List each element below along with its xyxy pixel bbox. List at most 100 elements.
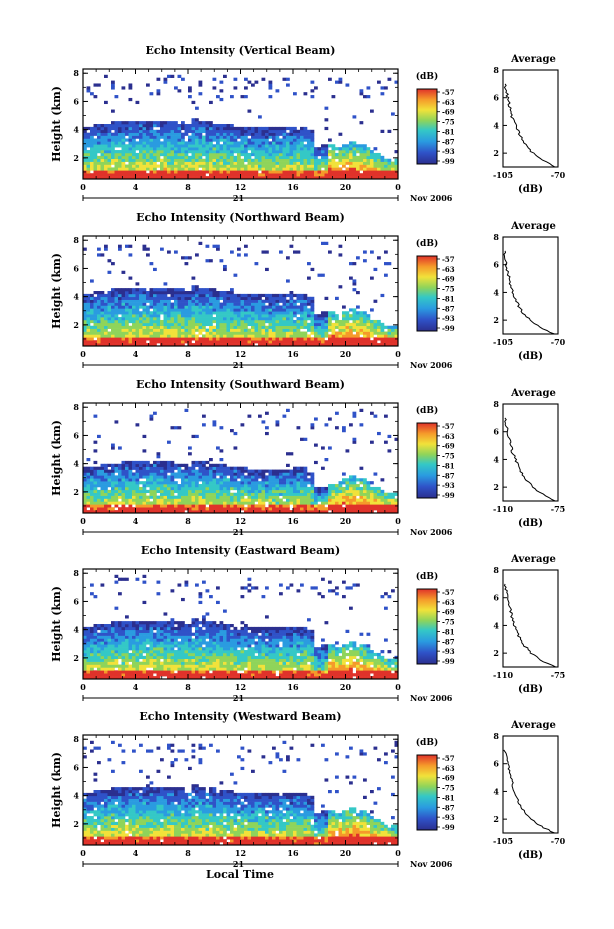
y-tick-label: 4 (73, 125, 79, 135)
profile-title: Average (510, 54, 556, 65)
colorbar-tick-label: -75 (442, 118, 455, 127)
colorbar-tick-label: -87 (442, 304, 455, 313)
y-tick-label: 8 (73, 568, 79, 578)
x-tick-label: 4 (133, 182, 139, 192)
colorbar-tick-label: -69 (442, 608, 455, 617)
profile-x-label: (dB) (518, 518, 543, 529)
date-label: Nov 2006 (410, 360, 453, 370)
colorbar-tick-label: -93 (442, 647, 455, 656)
profile-frame (502, 735, 559, 834)
heatmap-cells (83, 241, 399, 347)
profile-frame (502, 403, 559, 502)
x-tick-label: 8 (185, 182, 191, 192)
profile-y-tick-label: 6 (493, 427, 499, 437)
profile-title: Average (510, 554, 556, 565)
colorbar-tick-label: -87 (442, 137, 455, 146)
local-time-label: Local Time (206, 868, 274, 881)
beam-panel-2: Echo Intensity (Southward Beam) 2 4 6 8 Heigh… (50, 378, 565, 537)
profile-x-tick-label: -75 (551, 670, 565, 680)
x-tick-label: 20 (340, 682, 352, 692)
x-tick-label: 12 (235, 516, 246, 526)
profile-y-tick-label: 6 (493, 593, 499, 603)
day-label: 21 (233, 360, 244, 370)
profile-title: Average (510, 720, 556, 731)
profile-line (503, 749, 555, 834)
profile-line (503, 583, 556, 668)
colorbar-tick-label: -57 (442, 754, 455, 763)
profile-y-tick-label: 6 (493, 93, 499, 103)
colorbar-tick-label: -69 (442, 442, 455, 451)
colorbar-tick-label: -81 (442, 294, 455, 303)
profile-x-tick-label: -105 (493, 836, 513, 846)
profile-y-tick-label: 2 (493, 814, 499, 824)
day-label: 21 (233, 693, 244, 703)
colorbar-tick-label: -69 (442, 275, 455, 284)
colorbar-tick-label: -99 (442, 324, 455, 333)
x-tick-label: 20 (340, 848, 352, 858)
colorbar-tick-label: -93 (442, 147, 455, 156)
y-tick-label: 4 (73, 459, 79, 469)
profile-y-tick-label: 4 (493, 120, 499, 130)
y-axis-label: Height (km) (50, 752, 63, 828)
colorbar (416, 255, 438, 332)
colorbar-tick-label: -75 (442, 784, 455, 793)
profile-x-tick-label: -70 (551, 836, 566, 846)
profile-x-tick-label: -75 (551, 504, 565, 514)
profile-title: Average (510, 221, 556, 232)
profile-x-label: (dB) (518, 684, 543, 695)
profile-y-tick-label: 8 (493, 731, 499, 741)
x-tick-label: 8 (185, 848, 191, 858)
profile-y-tick-label: 4 (493, 620, 499, 630)
profile-y-tick-label: 2 (493, 315, 499, 325)
profile-x-tick-label: -105 (493, 170, 513, 180)
x-tick-label: 0 (395, 848, 401, 858)
panel-title: Echo Intensity (Southward Beam) (136, 378, 345, 391)
y-tick-label: 2 (73, 320, 79, 330)
x-tick-label: 0 (80, 848, 86, 858)
profile-x-tick-label: -110 (493, 670, 513, 680)
profile-x-tick-label: -70 (551, 337, 566, 347)
x-tick-label: 12 (235, 182, 246, 192)
date-label: Nov 2006 (410, 693, 453, 703)
colorbar-tick-label: -87 (442, 471, 455, 480)
y-tick-label: 6 (73, 596, 79, 606)
x-tick-label: 20 (340, 516, 352, 526)
profile-y-tick-label: 8 (493, 565, 499, 575)
date-label: Nov 2006 (410, 527, 453, 537)
y-tick-label: 2 (73, 153, 79, 163)
colorbar-tick-label: -99 (442, 491, 455, 500)
panel-title: Echo Intensity (Northward Beam) (136, 211, 345, 224)
profile-title: Average (510, 388, 556, 399)
profile-x-tick-label: -105 (493, 337, 513, 347)
colorbar-tick-label: -81 (442, 627, 455, 636)
profile-x-label: (dB) (518, 184, 543, 195)
colorbar-tick-label: -99 (442, 823, 455, 832)
colorbar-tick-label: -75 (442, 285, 455, 294)
heatmap-cells (83, 408, 399, 514)
colorbar-tick-label: -69 (442, 108, 455, 117)
profile-frame (502, 69, 559, 168)
x-tick-label: 20 (340, 349, 352, 359)
y-axis-label: Height (km) (50, 253, 63, 329)
x-tick-label: 16 (287, 182, 299, 192)
colorbar-tick-label: -63 (442, 764, 455, 773)
profile-y-tick-label: 4 (493, 287, 499, 297)
colorbar-unit: (dB) (416, 71, 438, 82)
colorbar (416, 422, 438, 499)
colorbar-tick-label: -75 (442, 452, 455, 461)
y-tick-label: 4 (73, 292, 79, 302)
date-label: Nov 2006 (410, 859, 453, 869)
x-tick-label: 12 (235, 682, 246, 692)
x-tick-label: 12 (235, 349, 246, 359)
colorbar-tick-label: -63 (442, 432, 455, 441)
profile-y-tick-label: 8 (493, 232, 499, 242)
colorbar-unit: (dB) (416, 238, 438, 249)
beam-panel-3: Echo Intensity (Eastward Beam) 2 4 6 8 Height… (50, 544, 565, 703)
y-tick-label: 6 (73, 263, 79, 273)
profile-y-tick-label: 2 (493, 648, 499, 658)
heatmap-cells (83, 740, 399, 846)
colorbar (416, 88, 438, 165)
colorbar-tick-label: -93 (442, 813, 455, 822)
colorbar-tick-label: -63 (442, 598, 455, 607)
colorbar-tick-label: -81 (442, 127, 455, 136)
